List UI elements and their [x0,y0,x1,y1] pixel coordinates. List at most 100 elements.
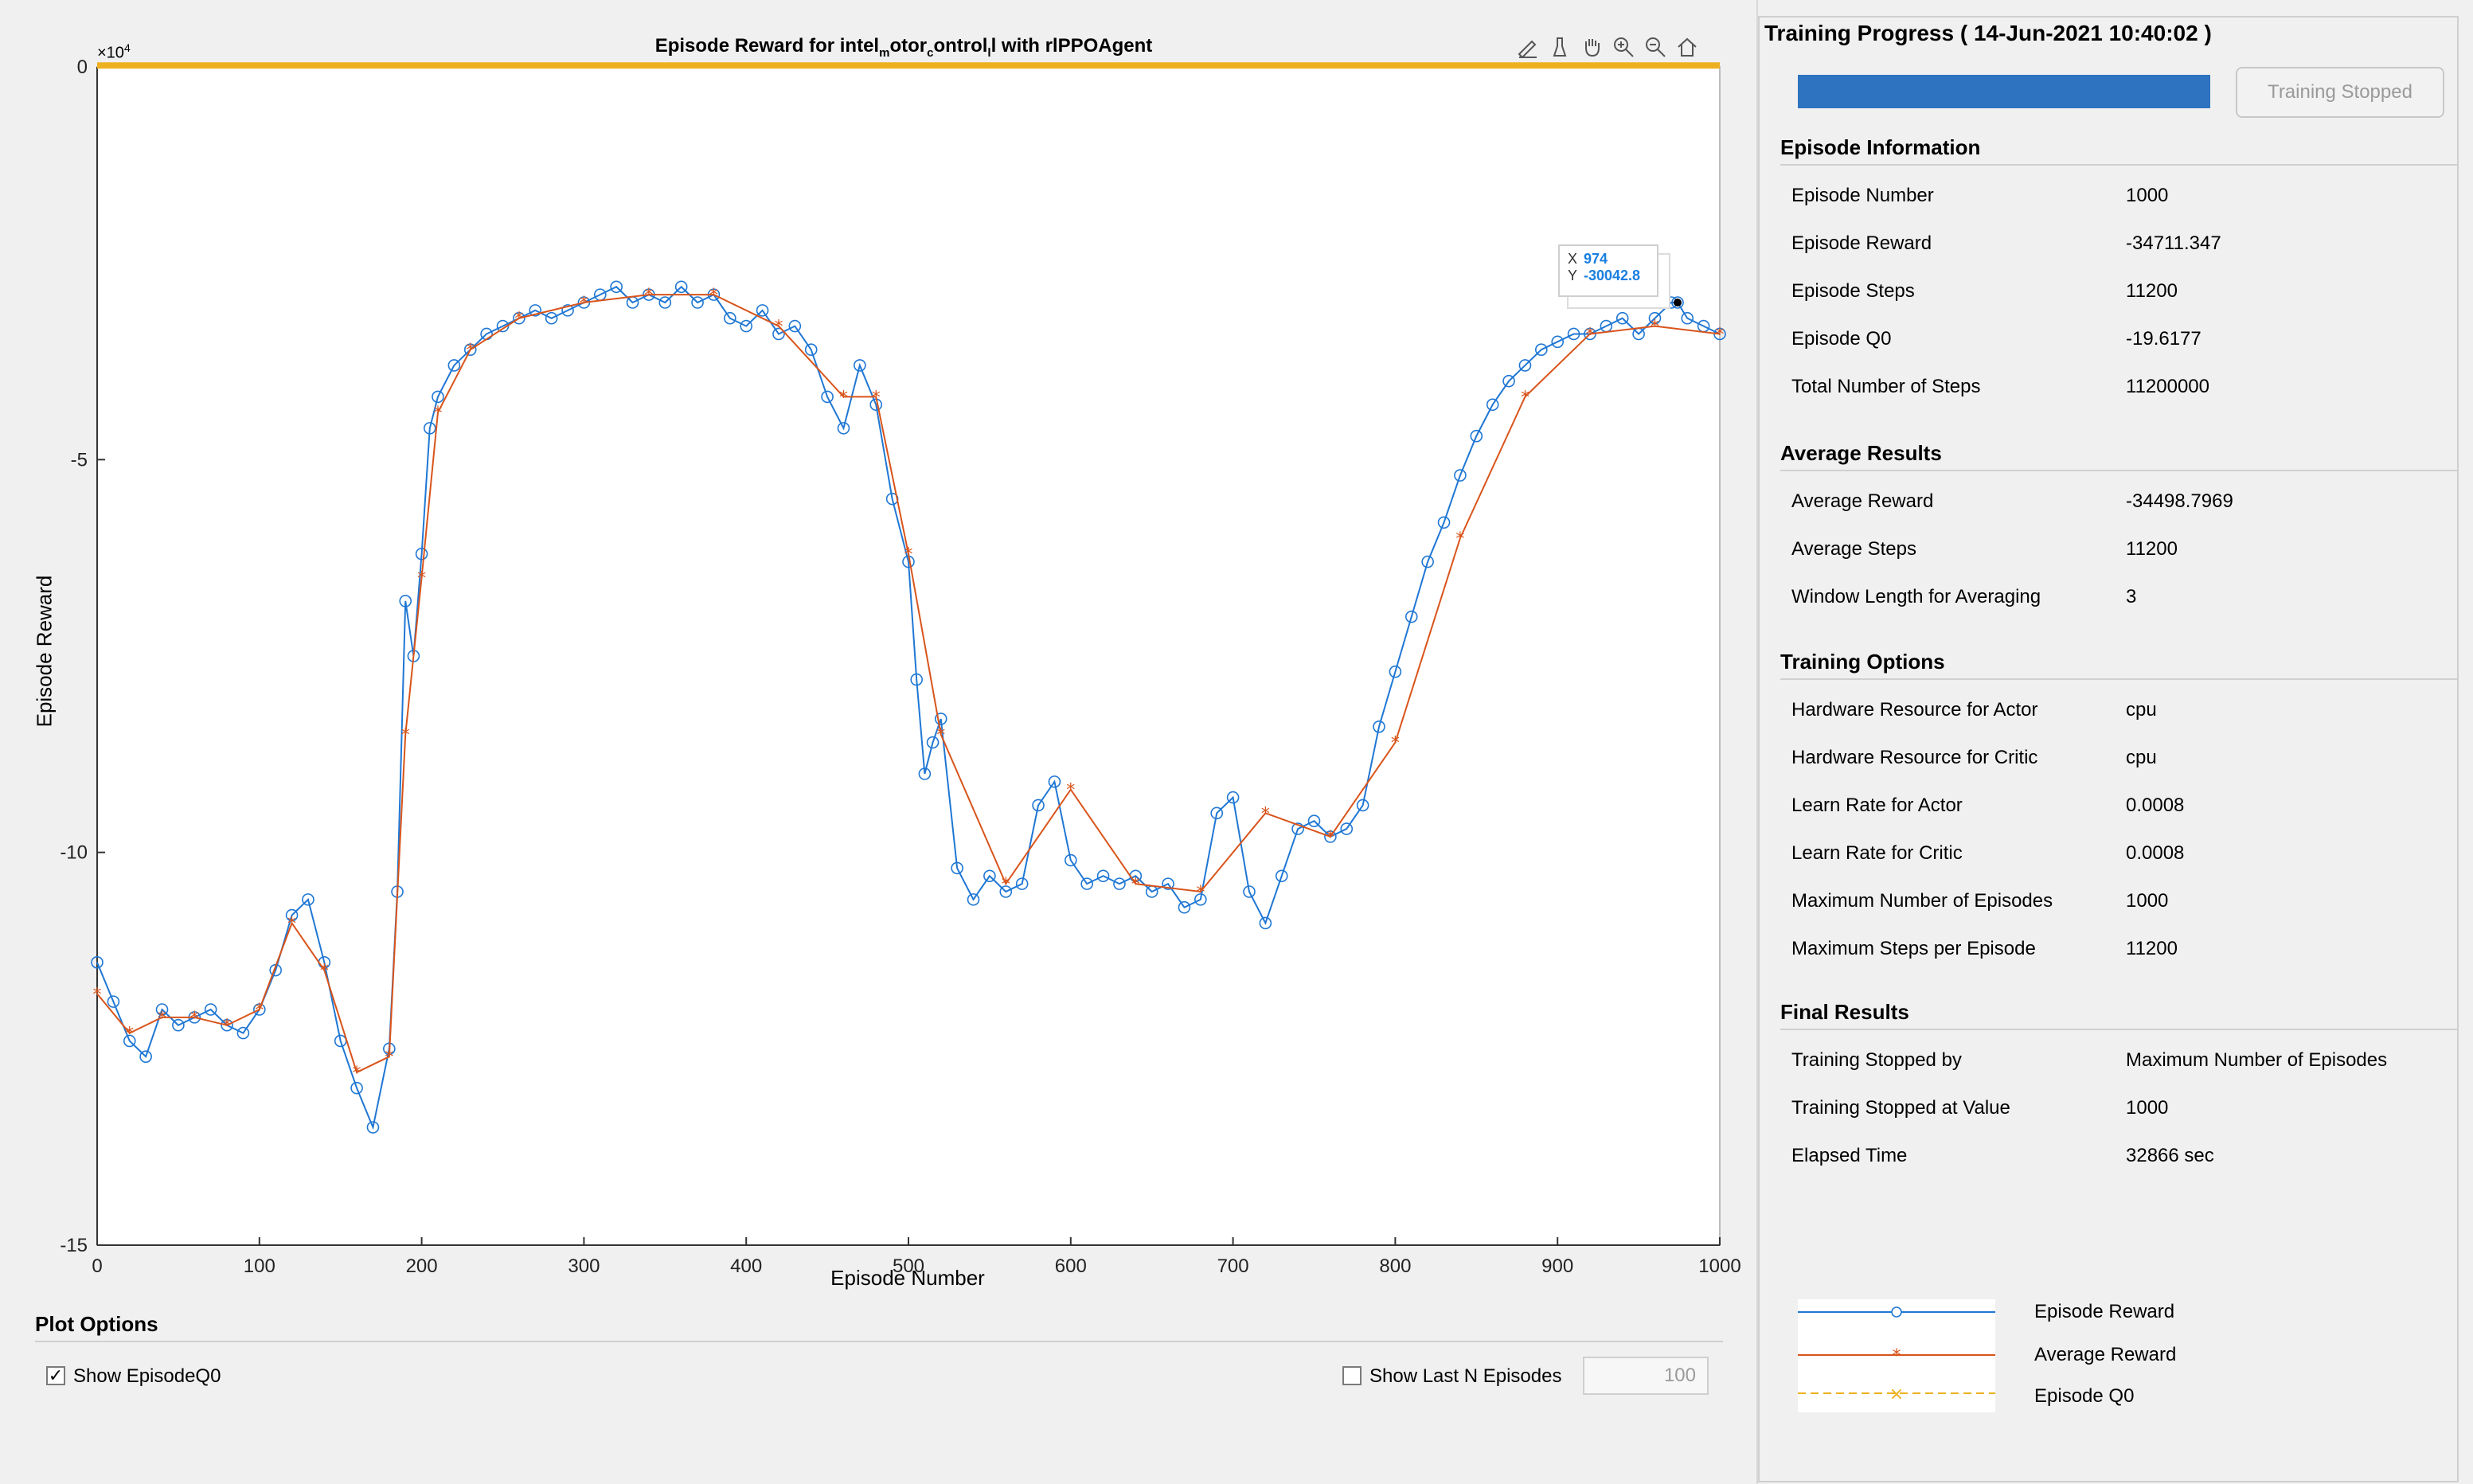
episode-reward-point [513,311,525,325]
episode-reward-point [1681,311,1694,325]
average-reward-point: * [158,1009,166,1029]
episode-reward-point [1470,429,1483,443]
episode-reward-point [204,1003,217,1016]
episode-reward-point [918,767,932,780]
show-last-n-checkbox[interactable] [1342,1366,1362,1385]
episode-reward-point [236,1026,250,1040]
episode-reward-point [252,1003,266,1016]
edit-plot-icon[interactable] [1514,33,1541,61]
section-title: Training Options [1780,650,1945,674]
datatip-x-value: 974 [1584,251,1608,267]
episode-reward-point [1421,555,1434,568]
episode-reward-point [1454,469,1467,482]
episode-reward-point [804,343,818,357]
x-tick-label: 800 [1379,1256,1411,1277]
average-reward-point: * [644,286,653,306]
episode-reward-point [350,1081,363,1095]
episode-reward-point [951,861,963,875]
episode-reward-point [561,304,574,317]
info-label: Learn Rate for Critic [1791,842,1963,864]
episode-reward-point [1373,720,1385,733]
info-value: 3 [2126,586,2137,607]
x-tick-label: 300 [568,1256,600,1277]
episode-reward-point [788,319,802,333]
episode-reward-point [1275,869,1288,883]
info-label: Hardware Resource for Critic [1791,747,2038,768]
average-reward-point: * [433,404,442,424]
info-label: Episode Q0 [1791,328,1892,350]
average-reward-point: * [401,726,410,746]
section-title: Final Results [1780,1000,1909,1024]
episode-reward-point [221,1018,233,1032]
datatip-x-key: X [1568,251,1578,267]
average-reward-point: * [417,568,426,588]
y-tick-label: -5 [71,449,88,471]
info-label: Window Length for Averaging [1791,586,2041,607]
legend-marker [1891,1306,1902,1318]
brush-icon[interactable] [1546,33,1573,61]
progress-bar-fill [1798,75,2210,108]
episode-reward-point [1486,398,1499,412]
episode-reward-point [674,280,688,294]
info-value: 11200 [2126,538,2178,560]
last-n-input[interactable]: 100 [1583,1357,1709,1395]
section-divider [1780,164,2457,166]
episode-reward-point [821,390,834,404]
episode-reward-point [1096,869,1110,883]
episode-reward-point [772,327,785,341]
info-label: Maximum Number of Episodes [1791,890,2053,912]
episode-reward-point [1648,311,1662,325]
average-reward-point: * [287,914,296,934]
average-reward-point: * [385,1048,393,1068]
episode-reward-point [1194,893,1207,906]
info-value: Maximum Number of Episodes [2126,1049,2388,1071]
episode-reward-point [740,319,753,333]
y-exponent-label: ×104 [97,41,131,62]
average-reward-point: * [1131,875,1140,895]
info-label: Episode Number [1791,185,1934,206]
average-reward-point: * [1716,325,1725,345]
episode-reward-point [854,359,866,372]
x-tick-label: 200 [406,1256,438,1277]
episode-reward-point [934,713,947,725]
y-tick-label: -15 [60,1235,88,1256]
average-reward-point: * [1585,325,1594,345]
episode-reward-point [1015,877,1029,890]
episode-reward-point [1535,343,1548,357]
episode-reward-point [999,885,1013,898]
episode-reward-point [463,343,477,357]
x-tick-label: 100 [244,1256,275,1277]
datatip-anchor [1674,299,1682,307]
training-stopped-button[interactable]: Training Stopped [2236,67,2444,118]
average-reward-point: * [872,388,881,408]
panel-divider [1756,0,1758,1484]
zoom-in-icon[interactable] [1610,33,1637,61]
average-reward-point: * [709,286,718,306]
episode-reward-point [983,869,996,883]
datatip[interactable]: X 974 Y -30042.8 [1558,244,1658,297]
section-title: Average Results [1780,441,1942,465]
info-value: 32866 sec [2126,1145,2214,1166]
progress-bar [1798,75,2210,108]
episode-reward-point [302,893,314,906]
training-progress-title: Training Progress ( 14-Jun-2021 10:40:02… [1764,21,2212,45]
episode-reward-point [658,296,672,309]
episode-reward-point [1551,335,1564,349]
episode-reward-point [1404,610,1418,623]
legend-episode-q0: Episode Q0 [2034,1385,2135,1407]
info-value: 0.0008 [2126,842,2185,864]
episode-reward-point [1048,775,1061,788]
plot-options-title: Plot Options [35,1312,158,1336]
home-icon[interactable] [1674,33,1701,61]
episode-reward-point [415,547,428,560]
episode-reward-point [529,304,542,317]
legend-average-reward: Average Reward [2034,1344,2177,1365]
reward-chart[interactable]: 0 100 200 300 400 500 600 700 800 900 1000 0 -5 -10 -1… [0,0,1756,1306]
pan-hand-icon[interactable] [1578,33,1605,61]
zoom-out-icon[interactable] [1642,33,1669,61]
legend-episode-reward: Episode Reward [2034,1301,2175,1322]
episode-reward-point [610,280,623,294]
show-q0-checkbox[interactable]: ✓ [46,1366,65,1385]
series-average-reward-line [96,294,1721,1074]
episode-reward-point [910,673,923,686]
